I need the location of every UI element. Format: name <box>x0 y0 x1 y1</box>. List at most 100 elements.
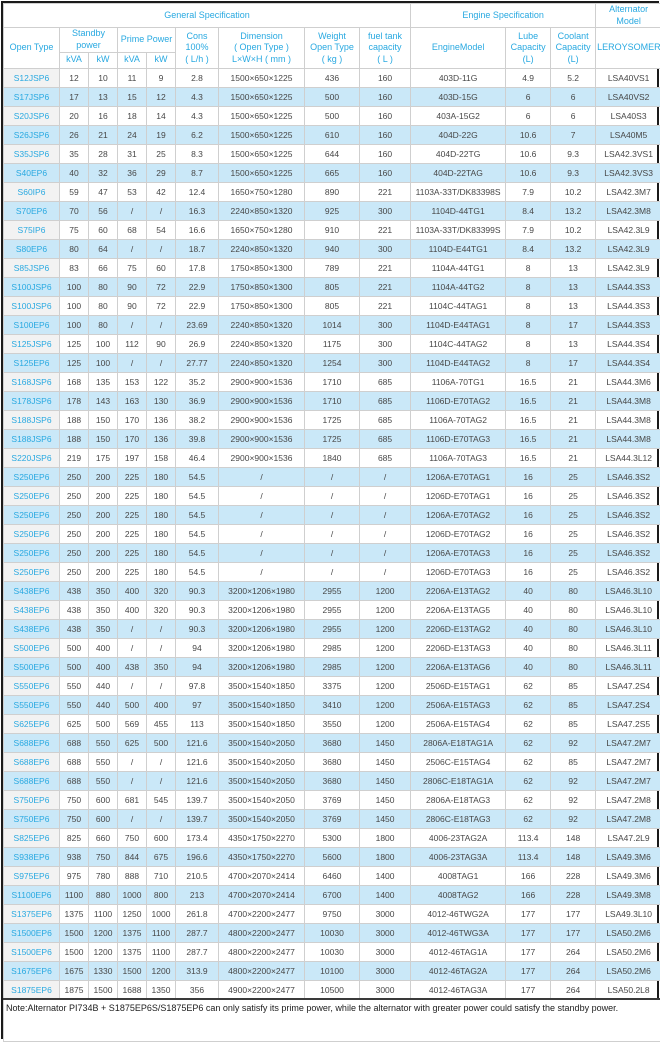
model-link[interactable]: S938EP6 <box>4 847 60 866</box>
table-cell: 62 <box>506 771 551 790</box>
table-cell: 70 <box>60 201 89 220</box>
table-cell: 100 <box>60 315 89 334</box>
table-cell: 3410 <box>305 695 360 714</box>
model-link[interactable]: S168JSP6 <box>4 372 60 391</box>
table-cell: 8 <box>506 315 551 334</box>
table-cell: LSA47.2S4 <box>596 695 660 714</box>
table-cell: 1800 <box>360 828 411 847</box>
model-link[interactable]: S188JSP6 <box>4 429 60 448</box>
table-cell: 440 <box>89 676 118 695</box>
model-link[interactable]: S1100EP6 <box>4 885 60 904</box>
table-cell: / <box>147 809 176 828</box>
model-link[interactable]: S178JSP6 <box>4 391 60 410</box>
model-link[interactable]: S60IP6 <box>4 182 60 201</box>
model-link[interactable]: S100JSP6 <box>4 277 60 296</box>
table-cell: 85 <box>551 714 596 733</box>
model-link[interactable]: S85JSP6 <box>4 258 60 277</box>
model-link[interactable]: S250EP6 <box>4 505 60 524</box>
model-link[interactable]: S125JSP6 <box>4 334 60 353</box>
model-link[interactable]: S100JSP6 <box>4 296 60 315</box>
table-cell: 800 <box>147 885 176 904</box>
model-link[interactable]: S1500EP6 <box>4 923 60 942</box>
model-link[interactable]: S26JSP6 <box>4 125 60 144</box>
model-link[interactable]: S100EP6 <box>4 315 60 334</box>
model-link[interactable]: S438EP6 <box>4 581 60 600</box>
table-cell: / <box>360 524 411 543</box>
model-link[interactable]: S550EP6 <box>4 676 60 695</box>
model-link[interactable]: S688EP6 <box>4 752 60 771</box>
model-link[interactable]: S35JSP6 <box>4 144 60 163</box>
table-cell: 1254 <box>305 353 360 372</box>
table-cell: 62 <box>506 752 551 771</box>
model-link[interactable]: S1675EP6 <box>4 961 60 980</box>
table-cell: 685 <box>360 429 411 448</box>
table-cell: 25 <box>551 467 596 486</box>
table-cell: 136 <box>147 410 176 429</box>
table-cell: 550 <box>89 733 118 752</box>
table-cell: 2240×850×1320 <box>219 334 305 353</box>
table-cell: 500 <box>305 87 360 106</box>
table-cell: 1100 <box>147 942 176 961</box>
table-cell: 21 <box>551 429 596 448</box>
model-link[interactable]: S70EP6 <box>4 201 60 220</box>
table-cell: 7 <box>551 125 596 144</box>
model-link[interactable]: S688EP6 <box>4 771 60 790</box>
model-link[interactable]: S825EP6 <box>4 828 60 847</box>
table-cell: LSA47.2S4 <box>596 676 660 695</box>
model-link[interactable]: S250EP6 <box>4 486 60 505</box>
table-cell: / <box>360 505 411 524</box>
model-link[interactable]: S438EP6 <box>4 600 60 619</box>
header-dimension: Dimension ( Open Type ) L×W×H ( mm ) <box>219 28 305 68</box>
table-cell: 404D-22TG <box>411 144 506 163</box>
model-link[interactable]: S1875EP6 <box>4 980 60 999</box>
table-cell: 2955 <box>305 619 360 638</box>
model-link[interactable]: S220JSP6 <box>4 448 60 467</box>
model-link[interactable]: S975EP6 <box>4 866 60 885</box>
header-standby-power: Standby power <box>60 28 118 52</box>
model-link[interactable]: S75IP6 <box>4 220 60 239</box>
table-cell: 72 <box>147 296 176 315</box>
model-link[interactable]: S688EP6 <box>4 733 60 752</box>
table-cell: 6 <box>551 106 596 125</box>
table-cell: 210.5 <box>176 866 219 885</box>
model-link[interactable]: S1375EP6 <box>4 904 60 923</box>
table-cell: / <box>147 201 176 220</box>
table-cell: 550 <box>89 771 118 790</box>
table-cell: 97.8 <box>176 676 219 695</box>
model-link[interactable]: S17JSP6 <box>4 87 60 106</box>
model-link[interactable]: S250EP6 <box>4 467 60 486</box>
table-cell: 455 <box>147 714 176 733</box>
model-link[interactable]: S625EP6 <box>4 714 60 733</box>
model-link[interactable]: S20JSP6 <box>4 106 60 125</box>
model-link[interactable]: S125EP6 <box>4 353 60 372</box>
model-link[interactable]: S500EP6 <box>4 638 60 657</box>
model-link[interactable]: S1500EP6 <box>4 942 60 961</box>
table-cell: 8.3 <box>176 144 219 163</box>
model-link[interactable]: S12JSP6 <box>4 68 60 87</box>
model-link[interactable]: S750EP6 <box>4 790 60 809</box>
table-cell: 1200 <box>89 942 118 961</box>
model-link[interactable]: S40EP6 <box>4 163 60 182</box>
table-cell: 1500×650×1225 <box>219 144 305 163</box>
model-link[interactable]: S250EP6 <box>4 543 60 562</box>
model-link[interactable]: S250EP6 <box>4 524 60 543</box>
model-link[interactable]: S750EP6 <box>4 809 60 828</box>
table-cell: 36.9 <box>176 391 219 410</box>
table-cell: 4012-46TAG2A <box>411 961 506 980</box>
model-link[interactable]: S438EP6 <box>4 619 60 638</box>
model-link[interactable]: S188JSP6 <box>4 410 60 429</box>
table-cell: 940 <box>305 239 360 258</box>
model-link[interactable]: S550EP6 <box>4 695 60 714</box>
model-link[interactable]: S250EP6 <box>4 562 60 581</box>
table-cell: 225 <box>118 505 147 524</box>
table-cell: 6 <box>551 87 596 106</box>
table-cell: 2955 <box>305 581 360 600</box>
table-cell: 2206D-E13TAG2 <box>411 619 506 638</box>
model-link[interactable]: S500EP6 <box>4 657 60 676</box>
model-link[interactable]: S80EP6 <box>4 239 60 258</box>
